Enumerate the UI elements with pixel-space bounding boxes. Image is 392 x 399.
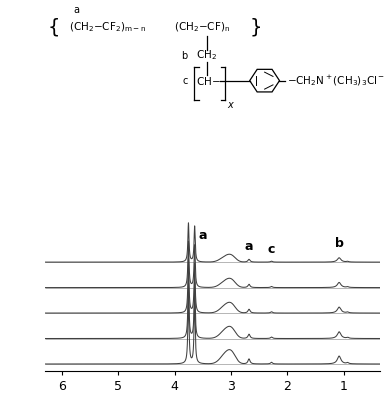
X-axis label: ppm: ppm <box>197 397 228 399</box>
Text: $\mathrm{{-CH_2N^+(CH_3)_3Cl^-}}$: $\mathrm{{-CH_2N^+(CH_3)_3Cl^-}}$ <box>287 73 385 88</box>
Text: $\mathrm{\}}$: $\mathrm{\}}$ <box>249 16 261 38</box>
Text: a: a <box>199 229 207 242</box>
Text: $\mathrm{CH_2}$: $\mathrm{CH_2}$ <box>196 49 217 63</box>
Text: $(\mathrm{CH_2{-}CF})_{\mathrm{n}}$: $(\mathrm{CH_2{-}CF})_{\mathrm{n}}$ <box>174 21 230 34</box>
Text: a: a <box>73 5 80 15</box>
Text: $(\mathrm{CH_2{-}CF_2})_{\mathrm{m-n}}$: $(\mathrm{CH_2{-}CF_2})_{\mathrm{m-n}}$ <box>69 21 146 34</box>
Text: c: c <box>268 243 275 257</box>
Text: $\mathrm{CH{-}}$: $\mathrm{CH{-}}$ <box>196 75 221 87</box>
Text: b: b <box>181 51 187 61</box>
Text: a: a <box>245 240 253 253</box>
Text: c: c <box>182 76 187 86</box>
Text: $\mathrm{\{}$: $\mathrm{\{}$ <box>47 16 59 38</box>
Text: b: b <box>335 237 343 250</box>
Text: $x$: $x$ <box>227 99 236 109</box>
